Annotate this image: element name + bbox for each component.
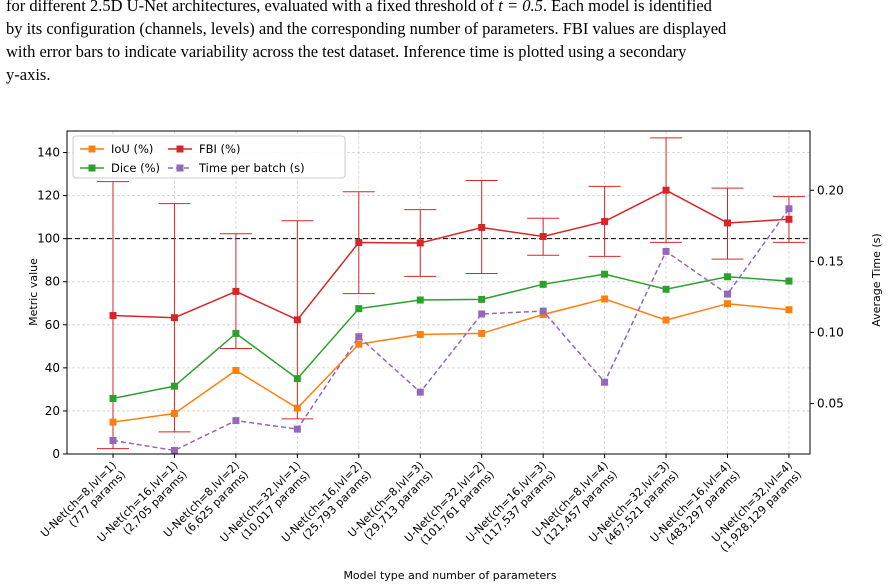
x-axis: U-Net(ch=8,lvl=1)(777 params)U-Net(ch=16… <box>38 454 804 555</box>
y-tick-label: 120 <box>37 189 60 203</box>
data-point <box>293 425 301 433</box>
data-point <box>416 388 424 396</box>
data-point <box>293 316 301 324</box>
plot-frame <box>66 130 811 455</box>
data-point <box>539 307 547 315</box>
y2-axis-label: Average Time (s) <box>870 233 883 326</box>
data-point <box>416 296 424 304</box>
legend-label: IoU (%) <box>111 142 153 156</box>
data-point <box>601 270 609 278</box>
figure-caption: for different 2.5D U-Net architectures, … <box>6 0 890 86</box>
series-line <box>112 273 790 400</box>
data-point <box>539 280 547 288</box>
y-axis-label: Metric value <box>27 258 40 326</box>
data-point <box>724 219 731 227</box>
y2-tick-label: 0.10 <box>817 325 844 339</box>
data-point <box>785 306 793 314</box>
data-point <box>416 330 424 338</box>
data-point <box>416 239 424 247</box>
caption-line-3: with error bars to indicate variability … <box>6 42 687 61</box>
legend-label: Dice (%) <box>111 161 160 175</box>
y-axis-right: 0.05 0.10 0.15 0.20 <box>810 183 844 411</box>
data-point <box>293 404 301 412</box>
legend-marker <box>176 145 184 153</box>
caption-text: . Each model is identified <box>542 0 712 15</box>
data-point <box>724 300 731 308</box>
series-1 <box>109 270 793 402</box>
legend-label: FBI (%) <box>199 142 240 156</box>
data-point <box>539 233 547 241</box>
caption-line-4: y-axis. <box>6 65 51 84</box>
legend-marker <box>88 164 96 172</box>
data-point <box>170 446 178 454</box>
grid <box>67 131 810 455</box>
caption-text: for different 2.5D U-Net architectures, … <box>6 0 499 15</box>
data-point <box>232 287 240 295</box>
legend-marker <box>176 164 184 172</box>
data-point <box>662 186 670 194</box>
legend-box <box>72 135 346 179</box>
data-point <box>170 314 178 322</box>
legend-label: Time per batch (s) <box>198 161 305 175</box>
y-tick-label: 60 <box>45 318 60 332</box>
y-tick-label: 40 <box>45 361 60 375</box>
y-tick-label: 100 <box>37 232 60 246</box>
caption-math: t = 0.5 <box>498 0 543 15</box>
x-axis-label: Model type and number of parameters <box>343 569 556 582</box>
data-point <box>109 436 117 444</box>
data-point <box>355 305 363 313</box>
caption-line-1: for different 2.5D U-Net architectures, … <box>6 0 890 17</box>
series-3 <box>109 205 793 454</box>
data-point <box>109 312 117 320</box>
legend-marker <box>88 145 96 153</box>
data-point <box>232 366 240 374</box>
data-point <box>724 290 731 298</box>
data-point <box>109 394 117 402</box>
data-point <box>601 295 609 303</box>
data-point <box>170 382 178 390</box>
series-2 <box>97 137 805 450</box>
data-point <box>478 310 486 318</box>
series-line <box>112 208 790 452</box>
data-point <box>355 340 363 348</box>
data-point <box>478 223 486 231</box>
series-line <box>112 298 790 423</box>
data-point <box>355 333 363 341</box>
data-point <box>293 375 301 383</box>
data-point <box>601 378 609 386</box>
y-tick-label: 80 <box>45 275 60 289</box>
data-point <box>232 329 240 337</box>
data-point <box>232 417 240 425</box>
data-point <box>785 215 793 223</box>
y2-tick-label: 0.05 <box>817 397 844 411</box>
y-axis-left: 0 20 40 60 80 100 120 140 <box>37 146 67 461</box>
data-point <box>478 329 486 337</box>
y-tick-label: 0 <box>52 447 60 461</box>
data-point <box>785 277 793 285</box>
data-point <box>355 239 363 247</box>
data-point <box>478 295 486 303</box>
y2-tick-label: 0.15 <box>817 254 844 268</box>
data-point <box>601 217 609 225</box>
series-layer <box>97 137 805 454</box>
data-point <box>724 273 731 281</box>
y-tick-label: 140 <box>37 146 60 160</box>
series-0 <box>109 295 793 426</box>
legend: IoU (%) Dice (%) FBI (%) Time per batch (s) <box>72 135 346 179</box>
y2-tick-label: 0.20 <box>817 183 844 197</box>
data-point <box>662 285 670 293</box>
y-tick-label: 20 <box>45 404 60 418</box>
data-point <box>662 247 670 255</box>
caption-line-2: by its configuration (channels, levels) … <box>6 19 727 38</box>
data-point <box>170 410 178 418</box>
data-point <box>662 316 670 324</box>
series-line <box>112 189 789 321</box>
x-tick-label: U-Net(ch=8,lvl=1)(777 params) <box>38 459 128 549</box>
data-point <box>785 205 793 213</box>
data-point <box>109 418 117 426</box>
